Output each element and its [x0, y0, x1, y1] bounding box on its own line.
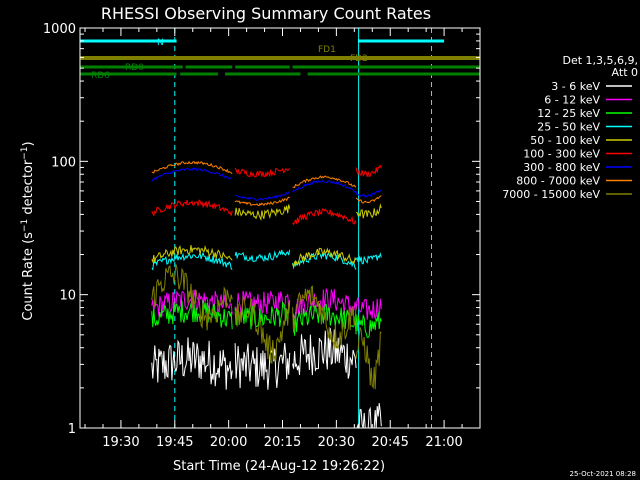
y-tick-label: 10 — [59, 289, 76, 304]
series-line — [151, 249, 382, 271]
legend-header: Att 0 — [612, 66, 638, 79]
legend-label: 6 - 12 keV — [544, 94, 600, 107]
series-line — [151, 328, 382, 429]
legend-label: 100 - 300 keV — [523, 148, 600, 161]
series-line — [151, 264, 382, 390]
x-tick-label: 20:00 — [210, 435, 247, 450]
legend-label: 3 - 6 keV — [551, 80, 600, 93]
x-tick-label: 19:30 — [102, 435, 139, 450]
y-axis-label-exp: −1 — [20, 219, 30, 232]
x-tick-label: 20:45 — [371, 435, 408, 450]
legend-label: 800 - 7000 keV — [516, 175, 600, 188]
axes: 1 10 100 1000 19:30 19:45 20:00 20:15 20:30 20:45… — [43, 22, 481, 450]
flag-label-rd6: RD6 — [91, 71, 110, 81]
y-tick-label: 1 — [68, 422, 76, 437]
series-line — [151, 299, 382, 338]
x-tick-label: 20:15 — [264, 435, 301, 450]
chart-title: RHESSI Observing Summary Count Rates — [101, 4, 431, 23]
series-line — [151, 203, 382, 268]
y-axis-label-text: Count Rate (s — [21, 232, 36, 321]
y-axis-label-text2: detector — [21, 159, 36, 219]
x-tick-label: 19:45 — [156, 435, 193, 450]
x-tick-label: 20:30 — [318, 435, 355, 450]
legend-label: 12 - 25 keV — [537, 107, 600, 120]
x-tick-label: 21:00 — [425, 435, 462, 450]
flag-bars: N FD1 FD2 RD0 RD6 — [80, 38, 480, 81]
legend-label: 50 - 100 keV — [530, 134, 600, 147]
y-axis-label-close: ) — [21, 141, 36, 146]
x-axis-label: Start Time (24-Aug-12 19:26:22) — [173, 459, 385, 474]
series-lines — [151, 160, 382, 429]
flag-label-fd1: FD1 — [318, 45, 336, 55]
legend-label: 25 - 50 keV — [537, 121, 600, 134]
y-tick-label: 1000 — [43, 22, 76, 37]
timestamp: 25-Oct-2021 08:28 — [570, 470, 636, 478]
y-tick-label: 100 — [51, 155, 76, 170]
series-line — [151, 160, 382, 207]
legend-header: Det 1,3,5,6,9, — [562, 54, 638, 67]
legend-label: 300 - 800 keV — [523, 161, 600, 174]
series-line — [151, 167, 382, 201]
flag-label-fd2: FD2 — [350, 54, 368, 64]
series-line — [151, 164, 382, 226]
legend-label: 7000 - 15000 keV — [502, 188, 600, 201]
flag-label-n: N — [157, 38, 164, 48]
y-axis-label: Count Rate (s−1 detector−1) — [20, 141, 36, 320]
y-axis-label-exp2: −1 — [20, 146, 30, 159]
flag-label-rd0: RD0 — [125, 63, 144, 73]
plot-border — [79, 27, 481, 429]
